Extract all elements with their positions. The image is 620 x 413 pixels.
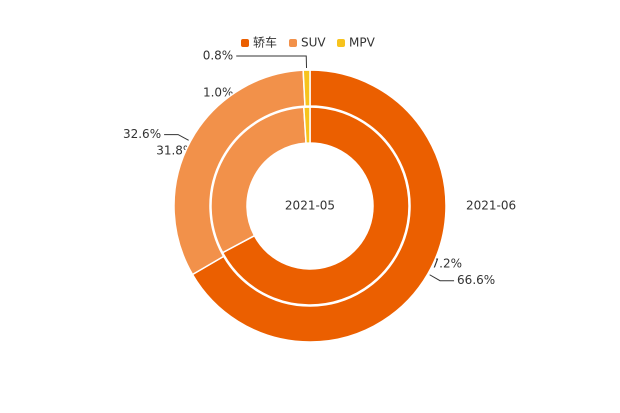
- data-label: 0.8%: [203, 49, 234, 63]
- legend-swatch: [241, 39, 249, 47]
- label-line: [164, 134, 189, 141]
- series-label: 2021-06: [466, 199, 516, 213]
- data-label: 32.6%: [123, 127, 161, 141]
- donut-slice: [302, 106, 311, 144]
- legend-label: 轿车: [253, 35, 277, 50]
- legend-swatch: [337, 39, 345, 47]
- series-label: 2021-05: [285, 199, 335, 213]
- donut-slice: [191, 69, 447, 343]
- data-label: 1.0%: [203, 86, 234, 100]
- data-label: 66.6%: [457, 273, 495, 287]
- donut-slice: [221, 106, 410, 306]
- legend-label: MPV: [349, 36, 376, 50]
- legend-swatch: [289, 39, 297, 47]
- donut-slice: [302, 69, 311, 107]
- label-line: [236, 55, 308, 69]
- legend-label: SUV: [301, 36, 326, 50]
- label-line: [429, 274, 455, 282]
